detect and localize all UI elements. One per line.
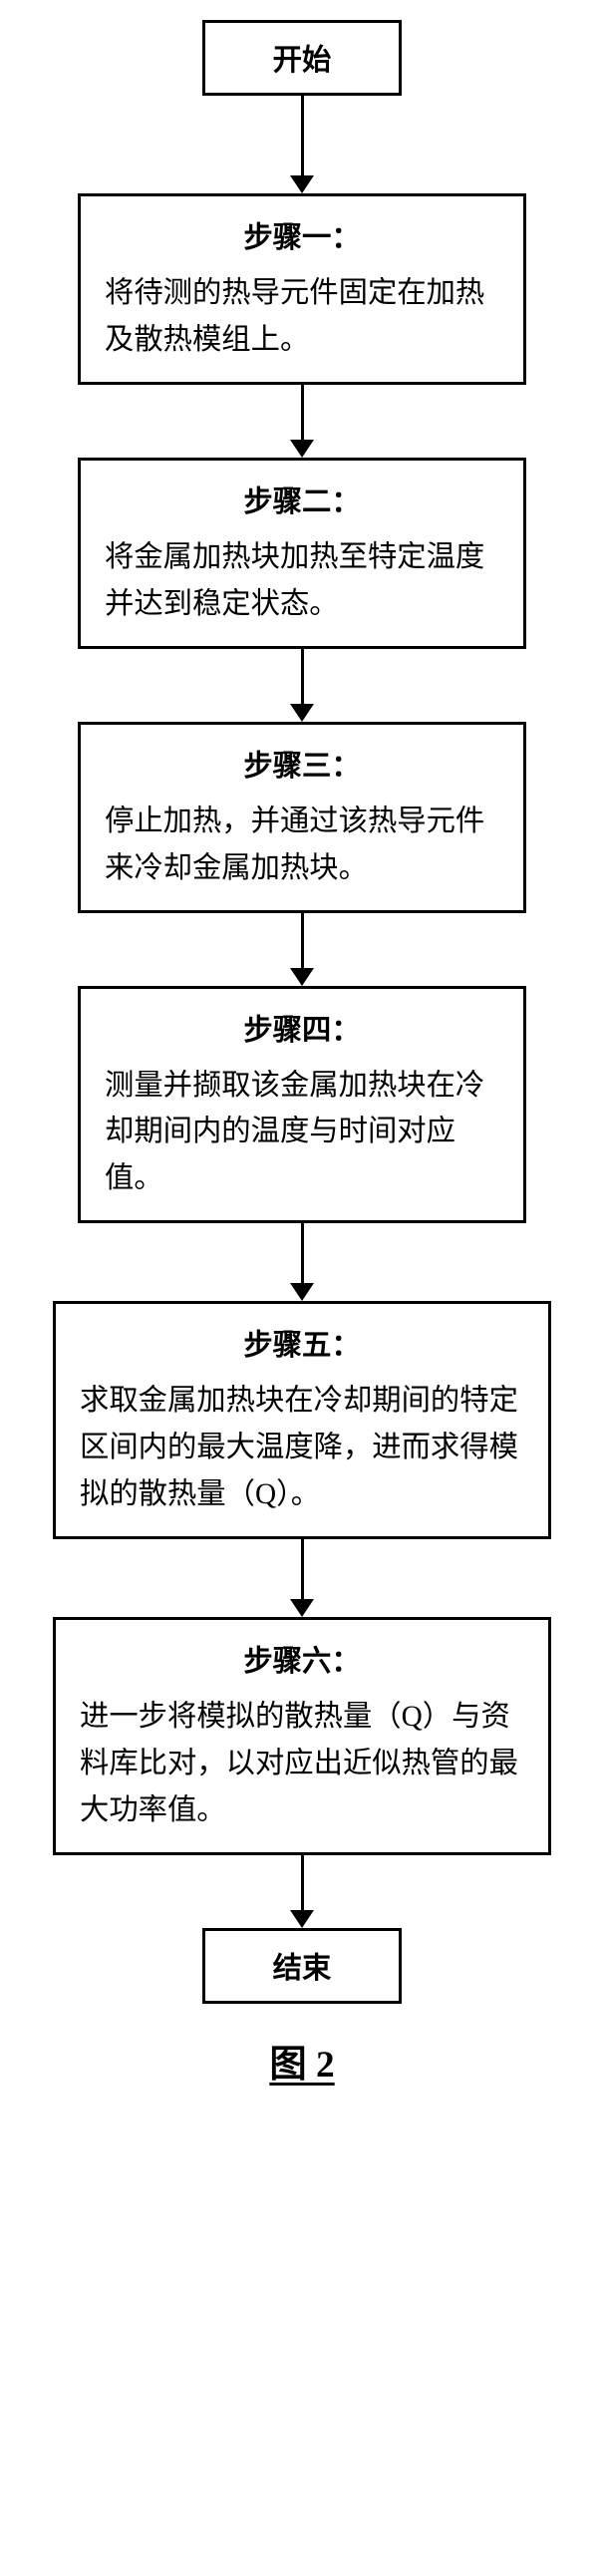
arrow-line [301,1223,304,1283]
figure-label: 图 2 [269,2034,334,2088]
arrow-line [301,913,304,968]
start-node: 开始 [202,20,402,96]
step-body: 将待测的热导元件固定在加热及散热模组上。 [105,270,499,364]
step-body: 停止加热，并通过该热导元件来冷却金属加热块。 [105,799,499,892]
step-node: 步骤一： 将待测的热导元件固定在加热及散热模组上。 [78,193,526,385]
step-title: 步骤五： [80,1322,524,1364]
step-node: 步骤四： 测量并撷取该金属加热块在冷却期间内的温度与时间对应值。 [78,986,526,1224]
arrow-line [301,1855,304,1910]
step-node: 步骤三： 停止加热，并通过该热导元件来冷却金属加热块。 [78,722,526,913]
end-node: 结束 [202,1928,402,2004]
arrow-head-icon [290,1599,314,1617]
arrow-head-icon [290,440,314,458]
arrow-head-icon [290,968,314,986]
arrow-line [301,385,304,440]
step-title: 步骤四： [105,1007,499,1049]
arrow [290,1539,314,1617]
step-title: 步骤一： [105,214,499,256]
step-body: 进一步将模拟的散热量（Q）与资料库比对，以对应出近似热管的最大功率值。 [80,1694,524,1834]
start-label: 开始 [273,45,332,77]
flow-container: 步骤一： 将待测的热导元件固定在加热及散热模组上。步骤二： 将金属加热块加热至特定温… [53,96,551,1928]
arrow-line [301,1539,304,1599]
step-body: 将金属加热块加热至特定温度并达到稳定状态。 [105,534,499,628]
step-body: 测量并撷取该金属加热块在冷却期间内的温度与时间对应值。 [105,1063,499,1203]
arrow [290,1223,314,1301]
step-node: 步骤六： 进一步将模拟的散热量（Q）与资料库比对，以对应出近似热管的最大功率值。 [53,1617,551,1855]
arrow [290,385,314,458]
step-title: 步骤三： [105,743,499,785]
arrow [290,1855,314,1928]
arrow [290,913,314,986]
step-node: 步骤二： 将金属加热块加热至特定温度并达到稳定状态。 [78,458,526,649]
arrow-line [301,649,304,704]
arrow-line [301,96,304,175]
arrow-head-icon [290,1283,314,1301]
step-title: 步骤六： [80,1638,524,1680]
arrow-head-icon [290,175,314,193]
end-label: 结束 [273,1953,332,1985]
step-node: 步骤五： 求取金属加热块在冷却期间的特定区间内的最大温度降，进而求得模拟的散热量（… [53,1301,551,1539]
arrow [290,96,314,193]
step-title: 步骤二： [105,479,499,520]
arrow-head-icon [290,1910,314,1928]
arrow [290,649,314,722]
step-body: 求取金属加热块在冷却期间的特定区间内的最大温度降，进而求得模拟的散热量（Q）。 [80,1378,524,1518]
arrow-head-icon [290,704,314,722]
